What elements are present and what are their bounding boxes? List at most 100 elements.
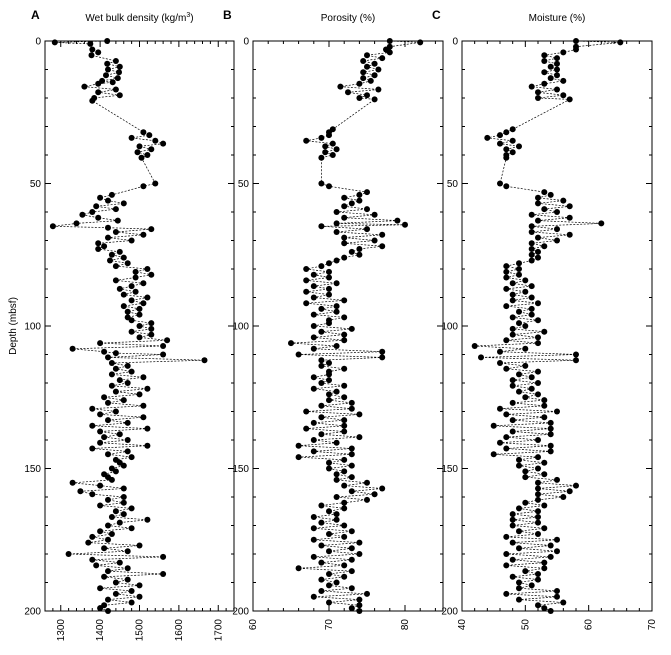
data-point bbox=[310, 525, 317, 532]
data-point bbox=[333, 229, 340, 235]
data-point bbox=[360, 58, 367, 64]
data-point bbox=[503, 590, 510, 597]
data-point bbox=[341, 505, 348, 512]
data-point bbox=[522, 568, 529, 575]
data-point bbox=[160, 343, 167, 349]
data-point bbox=[566, 96, 573, 103]
y-tick-label: 0 bbox=[452, 37, 458, 48]
data-point bbox=[134, 149, 141, 156]
data-point bbox=[386, 49, 393, 56]
data-point bbox=[554, 408, 560, 415]
data-point bbox=[326, 291, 332, 298]
data-point bbox=[341, 468, 348, 475]
data-point bbox=[140, 414, 147, 421]
data-point bbox=[310, 593, 317, 600]
data-point bbox=[79, 211, 86, 218]
data-point bbox=[348, 405, 355, 412]
data-point bbox=[310, 345, 317, 352]
data-point bbox=[295, 454, 302, 461]
data-point bbox=[116, 431, 123, 438]
title-close: ) bbox=[190, 13, 193, 24]
data-point bbox=[120, 462, 127, 469]
data-point bbox=[528, 246, 535, 252]
data-point bbox=[528, 229, 535, 235]
data-point bbox=[104, 60, 111, 67]
data-point bbox=[379, 348, 386, 355]
data-point bbox=[364, 496, 370, 503]
data-point bbox=[535, 200, 541, 207]
data-point bbox=[535, 254, 541, 261]
x-tick-label: 70 bbox=[324, 619, 335, 631]
data-point bbox=[547, 553, 554, 560]
data-point bbox=[124, 548, 131, 555]
y-tick-label: 100 bbox=[441, 322, 458, 333]
data-point bbox=[116, 92, 123, 99]
data-point bbox=[112, 277, 119, 284]
data-point bbox=[326, 360, 332, 366]
data-point bbox=[341, 394, 348, 401]
data-point bbox=[535, 576, 541, 583]
data-point bbox=[554, 536, 560, 543]
data-point bbox=[341, 417, 348, 424]
panel-a: A Wet bulk density (kg/m3)1300 1400 1500 160… bbox=[24, 8, 235, 641]
data-point bbox=[509, 297, 516, 304]
data-point bbox=[89, 491, 96, 498]
data-point bbox=[97, 194, 104, 201]
data-point bbox=[356, 411, 363, 418]
data-point bbox=[509, 377, 516, 384]
data-point bbox=[535, 496, 541, 503]
data-point bbox=[497, 180, 503, 187]
data-point bbox=[326, 571, 332, 577]
data-point bbox=[497, 132, 503, 139]
data-point bbox=[326, 508, 332, 515]
data-point bbox=[509, 522, 516, 529]
data-point bbox=[116, 519, 123, 526]
data-point bbox=[535, 300, 541, 307]
data-point bbox=[478, 354, 484, 361]
data-point bbox=[503, 146, 510, 153]
data-point bbox=[554, 86, 560, 93]
data-point bbox=[148, 226, 155, 233]
data-point bbox=[140, 129, 147, 136]
data-point bbox=[105, 522, 111, 529]
data-point bbox=[140, 300, 147, 307]
data-point bbox=[371, 491, 378, 498]
data-point bbox=[522, 277, 529, 284]
data-point bbox=[516, 528, 522, 535]
data-point bbox=[128, 525, 135, 532]
data-point bbox=[114, 217, 121, 224]
data-point bbox=[547, 63, 554, 70]
data-point bbox=[547, 75, 554, 82]
data-point bbox=[105, 417, 111, 424]
data-point bbox=[516, 260, 522, 267]
data-point bbox=[73, 220, 80, 227]
data-point bbox=[547, 419, 554, 426]
data-point bbox=[136, 391, 143, 398]
data-point bbox=[81, 83, 88, 90]
data-point bbox=[490, 422, 497, 429]
data-point bbox=[101, 434, 108, 441]
data-point bbox=[364, 206, 370, 213]
data-point bbox=[560, 77, 567, 84]
data-point bbox=[93, 562, 100, 569]
data-point bbox=[356, 246, 363, 252]
data-point bbox=[318, 154, 325, 161]
data-point bbox=[522, 288, 529, 295]
data-point bbox=[310, 323, 317, 329]
data-point bbox=[101, 348, 108, 355]
data-point bbox=[138, 154, 145, 161]
data-point bbox=[329, 140, 336, 147]
data-point bbox=[503, 274, 510, 281]
data-point bbox=[348, 605, 355, 612]
data-point bbox=[95, 214, 102, 221]
data-point bbox=[112, 408, 119, 415]
data-point bbox=[554, 593, 560, 600]
data-point bbox=[535, 491, 541, 498]
data-point bbox=[88, 52, 95, 59]
data-point bbox=[535, 340, 541, 347]
data-point bbox=[541, 502, 548, 509]
y-tick-label: 100 bbox=[24, 322, 41, 333]
data-point bbox=[516, 596, 522, 603]
data-point bbox=[152, 137, 159, 144]
